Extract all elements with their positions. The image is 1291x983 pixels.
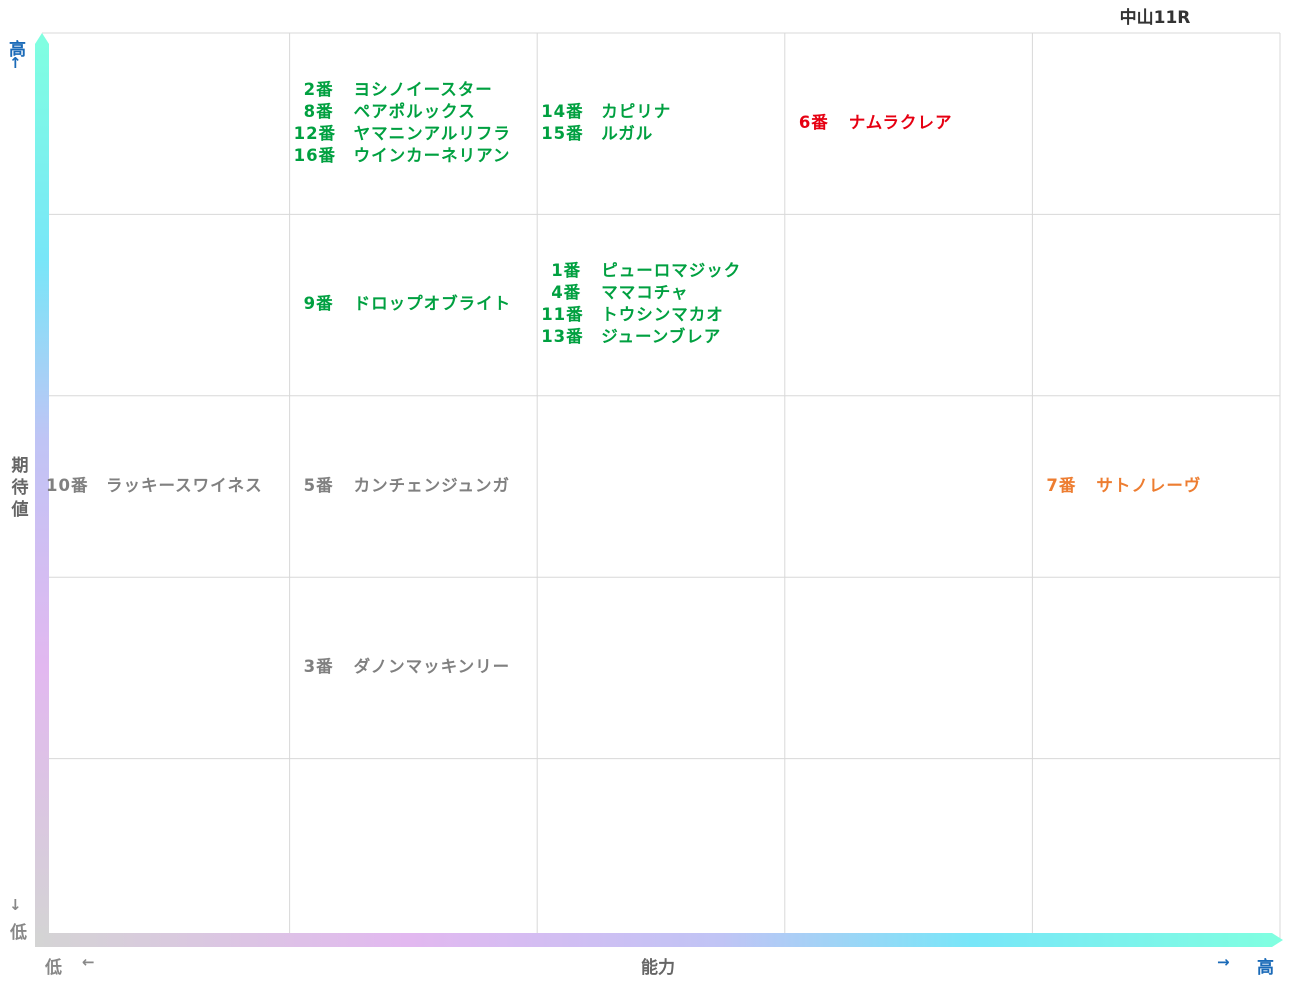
x-axis-high-label: 高 (1257, 958, 1274, 978)
x-axis-right-arrow-icon: → (1217, 953, 1230, 971)
horse-number: 8番 (303, 101, 334, 121)
x-axis-left-arrow-icon: ← (82, 953, 95, 971)
horse-number: 9番 (303, 294, 334, 314)
grid-cell: 7番 サトノレーヴ (1036, 475, 1201, 497)
grid-cell: 14番 カピリナ 15番 ルガル (541, 101, 671, 145)
y-axis-arrow (35, 33, 49, 940)
horse-number: 2番 (303, 79, 334, 99)
horse-entry: 4番 ママコチャ (541, 282, 741, 304)
horse-number: 12番 (293, 123, 337, 143)
horse-entry: 15番 ルガル (541, 123, 671, 145)
grid-cell: 3番 ダノンマッキンリー (294, 656, 511, 678)
x-axis-title: 能力 (641, 958, 675, 978)
horse-entry: 10番 ラッキースワイネス (46, 475, 263, 497)
horse-number: 7番 (1046, 475, 1077, 495)
horse-name: ルガル (601, 123, 654, 143)
horse-name: カンチェンジュンガ (353, 475, 510, 495)
x-axis-arrow (35, 933, 1283, 947)
horse-entry: 7番 サトノレーヴ (1036, 475, 1201, 497)
grid-lines (42, 32, 1281, 940)
horse-name: ラッキースワイネス (106, 475, 263, 495)
horse-entry: 11番 トウシンマカオ (541, 304, 741, 326)
horse-number: 11番 (541, 305, 584, 325)
horse-entry: 5番 カンチェンジュンガ (294, 475, 510, 497)
horse-name: ナムラクレア (848, 112, 953, 132)
horse-number: 14番 (541, 101, 584, 121)
horse-name: ママコチャ (601, 283, 689, 303)
horse-entry: 1番 ピューロマジック (541, 260, 741, 282)
horse-name: ヨシノイースター (353, 79, 493, 99)
horse-entry: 16番 ウインカーネリアン (294, 145, 511, 167)
horse-entry: 13番 ジューンブレア (541, 326, 741, 348)
horse-entry: 8番 ペアポルックス (294, 101, 511, 123)
horse-entry: 3番 ダノンマッキンリー (294, 656, 511, 678)
horse-number: 15番 (541, 123, 584, 143)
horse-number: 4番 (551, 283, 582, 303)
y-axis-up-arrow-icon: ↑ (9, 54, 22, 72)
horse-entry: 2番 ヨシノイースター (294, 79, 511, 101)
horse-number: 3番 (303, 656, 334, 676)
grid-cell: 9番 ドロップオブライト (294, 293, 512, 315)
y-axis-high-label: 高 (9, 40, 26, 60)
horse-name: ヤマニンアルリフラ (353, 123, 511, 143)
horse-entry: 12番 ヤマニンアルリフラ (294, 123, 511, 145)
horse-name: ペアポルックス (353, 101, 476, 121)
x-axis-low-label: 低 (45, 958, 62, 978)
horse-number: 1番 (551, 261, 582, 281)
horse-name: カピリナ (601, 101, 672, 121)
y-axis-low-label: 低 (10, 923, 27, 943)
horse-entry: 9番 ドロップオブライト (294, 293, 512, 315)
grid-cell: 5番 カンチェンジュンガ (294, 475, 510, 497)
horse-name: ピューロマジック (601, 261, 742, 281)
horse-name: サトノレーヴ (1096, 475, 1202, 495)
grid-cell: 10番 ラッキースワイネス (46, 475, 263, 497)
y-axis-title: 期待値 (11, 456, 29, 520)
horse-entry: 14番 カピリナ (541, 101, 671, 123)
horse-number: 16番 (293, 145, 337, 165)
horse-number: 13番 (541, 327, 584, 347)
horse-name: ジューンブレア (601, 327, 722, 347)
grid-cell: 2番 ヨシノイースター 8番 ペアポルックス 12番 ヤマニンアルリフラ 16番 ウインカーネ… (294, 79, 511, 167)
grid-cell: 1番 ピューロマジック 4番 ママコチャ 11番 トウシンマカオ 13番 ジューンブレア (541, 260, 741, 348)
horse-number: 6番 (798, 112, 829, 132)
horse-entry: 6番 ナムラクレア (789, 112, 953, 134)
chart-title: 中山11R (1119, 8, 1191, 28)
horse-name: ダノンマッキンリー (353, 656, 511, 676)
horse-name: ウインカーネリアン (353, 145, 511, 165)
horse-name: トウシンマカオ (601, 305, 724, 325)
horse-number: 10番 (46, 475, 89, 495)
horse-name: ドロップオブライト (353, 294, 512, 314)
grid-cell: 6番 ナムラクレア (789, 112, 953, 134)
y-axis-down-arrow-icon: ↓ (9, 896, 22, 914)
horse-number: 5番 (303, 475, 334, 495)
